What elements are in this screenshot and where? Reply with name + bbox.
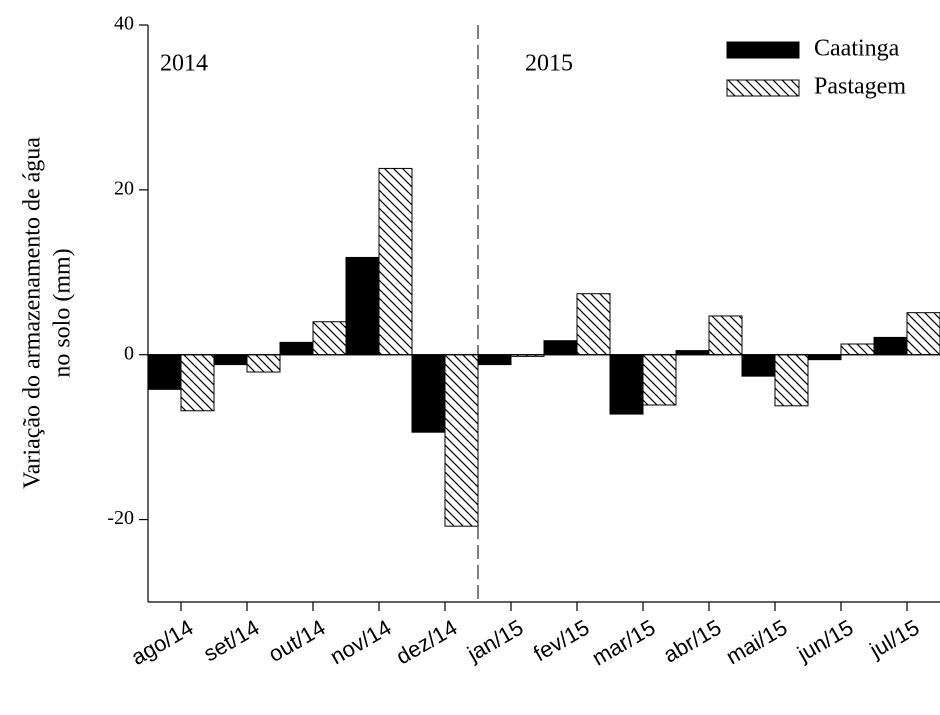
bar xyxy=(873,336,908,356)
bar xyxy=(576,293,611,356)
x-tick-label: abr/15 xyxy=(659,615,726,668)
bar xyxy=(213,354,248,366)
y-axis-label: no solo (mm) xyxy=(50,248,76,377)
x-tick-label: out/14 xyxy=(264,615,329,667)
bar xyxy=(642,354,677,406)
bar xyxy=(180,354,215,412)
bar xyxy=(774,354,809,407)
y-axis-label: Variação do armazenamento de água xyxy=(20,137,46,489)
bar xyxy=(312,321,347,356)
bar xyxy=(543,340,578,356)
x-tick-label: jul/15 xyxy=(865,615,924,663)
x-tick-label: jun/15 xyxy=(792,615,857,667)
bar xyxy=(477,354,512,366)
x-tick-label: jan/15 xyxy=(462,615,527,667)
x-tick-label: nov/14 xyxy=(326,615,396,670)
bar xyxy=(741,354,776,377)
x-tick-label: dez/14 xyxy=(392,615,462,670)
bar xyxy=(246,354,281,373)
bar xyxy=(609,354,644,415)
bar xyxy=(279,341,314,356)
x-tick-label: fev/15 xyxy=(529,615,593,667)
bar xyxy=(147,354,182,390)
x-tick-label: mar/15 xyxy=(588,615,660,671)
bar xyxy=(840,343,875,356)
y-tick-label: -20 xyxy=(107,507,134,529)
bar xyxy=(807,354,842,361)
annotation: 2014 xyxy=(160,51,208,77)
legend-swatch xyxy=(726,79,800,97)
y-tick-label: 20 xyxy=(114,177,134,199)
bar xyxy=(906,312,940,356)
bar xyxy=(444,354,479,527)
y-tick-label: 0 xyxy=(124,342,134,364)
legend-label: Pastagem xyxy=(814,74,906,100)
legend-swatch xyxy=(726,41,800,59)
bar xyxy=(675,350,710,356)
bar xyxy=(411,354,446,433)
x-tick-label: set/14 xyxy=(199,615,263,667)
bar xyxy=(345,256,380,356)
x-tick-label: ago/14 xyxy=(127,615,198,670)
legend-label: Caatinga xyxy=(814,36,900,62)
bar xyxy=(378,167,413,356)
bar xyxy=(708,315,743,356)
x-tick-label: mai/15 xyxy=(722,615,792,670)
annotation: 2015 xyxy=(525,51,573,77)
y-tick-label: 40 xyxy=(114,13,134,35)
